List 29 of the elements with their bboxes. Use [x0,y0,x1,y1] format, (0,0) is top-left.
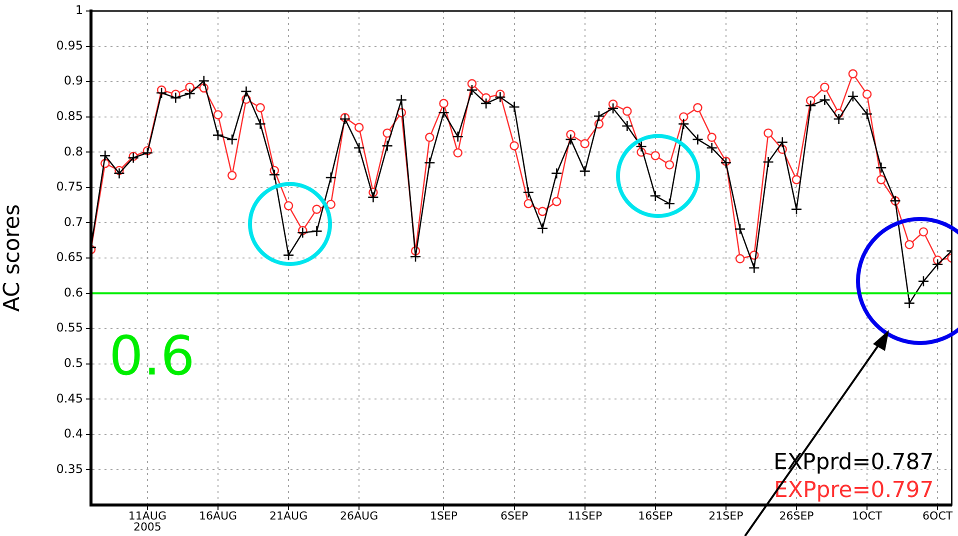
y-tick-label: 0.4 [64,426,83,441]
x-tick-label: 16AUG [198,509,238,522]
y-tick-label: 0.65 [56,250,83,264]
x-tick-label: 26SEP [779,509,814,522]
y-tick-label: 0.95 [56,38,83,52]
x-tick-label: 6SEP [500,509,528,522]
y-tick-label: 0.6 [64,285,83,300]
x-tick-label: 1OCT [852,509,882,522]
y-tick-label: 0.85 [56,108,83,123]
text: EXPpre=0.797 [774,478,934,503]
y-tick-label: 0.55 [56,320,83,335]
y-tick-label: 0.45 [56,391,83,406]
x-tick-label: 6OCT [922,509,953,522]
x-tick-label: 1SEP [430,509,458,522]
y-tick-label: 0.5 [64,356,83,370]
x-tick-label: 21AUG [269,509,308,522]
ref-line-label: 0.6 [109,324,195,388]
x-tick-label: 11AUG 2005 [128,509,166,534]
y-tick-label: 0.9 [64,74,83,88]
y-tick-label: 0.35 [56,462,83,476]
y-tick-label: 0.8 [64,144,83,158]
y-tick-label: 1 [75,3,83,18]
y-axis-title: AC scores [0,204,25,312]
x-tick-label: 16SEP [638,509,674,522]
y-tick-label: 0.75 [56,180,83,194]
x-tick-label: 11SEP [568,509,602,522]
x-tick-label: 21SEP [708,509,744,522]
y-tick-label: 0.7 [64,214,83,229]
x-tick-label: 26AUG [340,509,378,522]
